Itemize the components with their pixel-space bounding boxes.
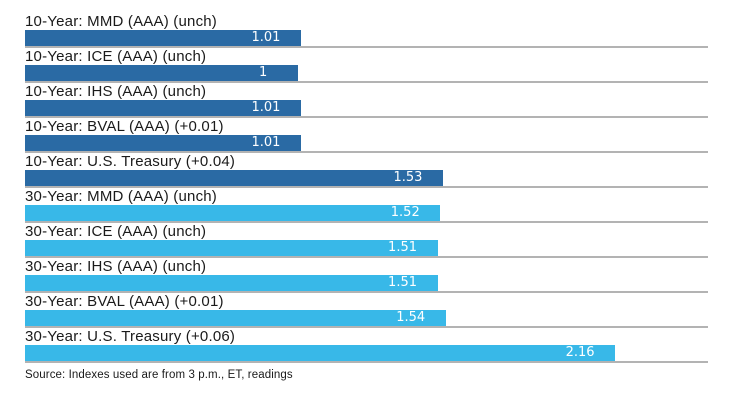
bar-label: 10-Year: IHS (AAA) (unch) bbox=[25, 83, 207, 100]
bar: 1.53 bbox=[25, 170, 443, 186]
bar-label: 30-Year: MMD (AAA) (unch) bbox=[25, 188, 218, 205]
bar-value: 1.51 bbox=[388, 275, 418, 290]
source-note: Source: Indexes used are from 3 p.m., ET… bbox=[25, 369, 293, 381]
bar-track: 1 bbox=[25, 65, 708, 83]
bar-value: 2.16 bbox=[565, 345, 595, 360]
bar-value: 1.53 bbox=[393, 170, 423, 185]
bar-track: 1.01 bbox=[25, 135, 708, 153]
bar-value: 1.51 bbox=[388, 240, 418, 255]
bar-row: 30-Year: IHS (AAA) (unch) 1.51 bbox=[25, 258, 708, 293]
bar: 1.51 bbox=[25, 275, 438, 291]
bar-value: 1.01 bbox=[251, 135, 281, 150]
bar-track: 1.54 bbox=[25, 310, 708, 328]
bar-row: 10-Year: U.S. Treasury (+0.04) 1.53 bbox=[25, 153, 708, 188]
bar-row: 30-Year: MMD (AAA) (unch) 1.52 bbox=[25, 188, 708, 223]
bar: 1.01 bbox=[25, 135, 301, 151]
bars: 10-Year: MMD (AAA) (unch) 1.01 10-Year: … bbox=[25, 13, 708, 363]
bar-track: 1.52 bbox=[25, 205, 708, 223]
bar-value: 1.01 bbox=[251, 30, 281, 45]
bar-track: 1.51 bbox=[25, 275, 708, 293]
bar-track: 2.16 bbox=[25, 345, 708, 363]
bar: 1.01 bbox=[25, 30, 301, 46]
bar: 2.16 bbox=[25, 345, 616, 361]
bar-row: 10-Year: MMD (AAA) (unch) 1.01 bbox=[25, 13, 708, 48]
bar: 1.51 bbox=[25, 240, 438, 256]
bar-row: 30-Year: ICE (AAA) (unch) 1.51 bbox=[25, 223, 708, 258]
bar-label: 30-Year: ICE (AAA) (unch) bbox=[25, 223, 207, 240]
bar-chart: 10-Year: MMD (AAA) (unch) 1.01 10-Year: … bbox=[25, 13, 708, 363]
bar-row: 30-Year: U.S. Treasury (+0.06) 2.16 bbox=[25, 328, 708, 363]
bar-label: 30-Year: U.S. Treasury (+0.06) bbox=[25, 328, 236, 345]
bar: 1.01 bbox=[25, 100, 301, 116]
bar-value: 1.01 bbox=[251, 100, 281, 115]
bar: 1 bbox=[25, 65, 299, 81]
bar-value: 1 bbox=[259, 65, 268, 80]
bar-label: 10-Year: BVAL (AAA) (+0.01) bbox=[25, 118, 224, 135]
bar-label: 10-Year: ICE (AAA) (unch) bbox=[25, 48, 207, 65]
bar-row: 10-Year: ICE (AAA) (unch) 1 bbox=[25, 48, 708, 83]
bar-label: 30-Year: BVAL (AAA) (+0.01) bbox=[25, 293, 224, 310]
bar-label: 10-Year: MMD (AAA) (unch) bbox=[25, 13, 218, 30]
bar-label: 30-Year: IHS (AAA) (unch) bbox=[25, 258, 207, 275]
bar-value: 1.52 bbox=[390, 205, 420, 220]
bar-value: 1.54 bbox=[396, 310, 426, 325]
bar: 1.54 bbox=[25, 310, 446, 326]
bar-track: 1.53 bbox=[25, 170, 708, 188]
bar-track: 1.01 bbox=[25, 30, 708, 48]
bar: 1.52 bbox=[25, 205, 441, 221]
bar-track: 1.51 bbox=[25, 240, 708, 258]
bar-label: 10-Year: U.S. Treasury (+0.04) bbox=[25, 153, 236, 170]
bar-row: 10-Year: BVAL (AAA) (+0.01) 1.01 bbox=[25, 118, 708, 153]
bar-track: 1.01 bbox=[25, 100, 708, 118]
bar-row: 10-Year: IHS (AAA) (unch) 1.01 bbox=[25, 83, 708, 118]
bar-row: 30-Year: BVAL (AAA) (+0.01) 1.54 bbox=[25, 293, 708, 328]
